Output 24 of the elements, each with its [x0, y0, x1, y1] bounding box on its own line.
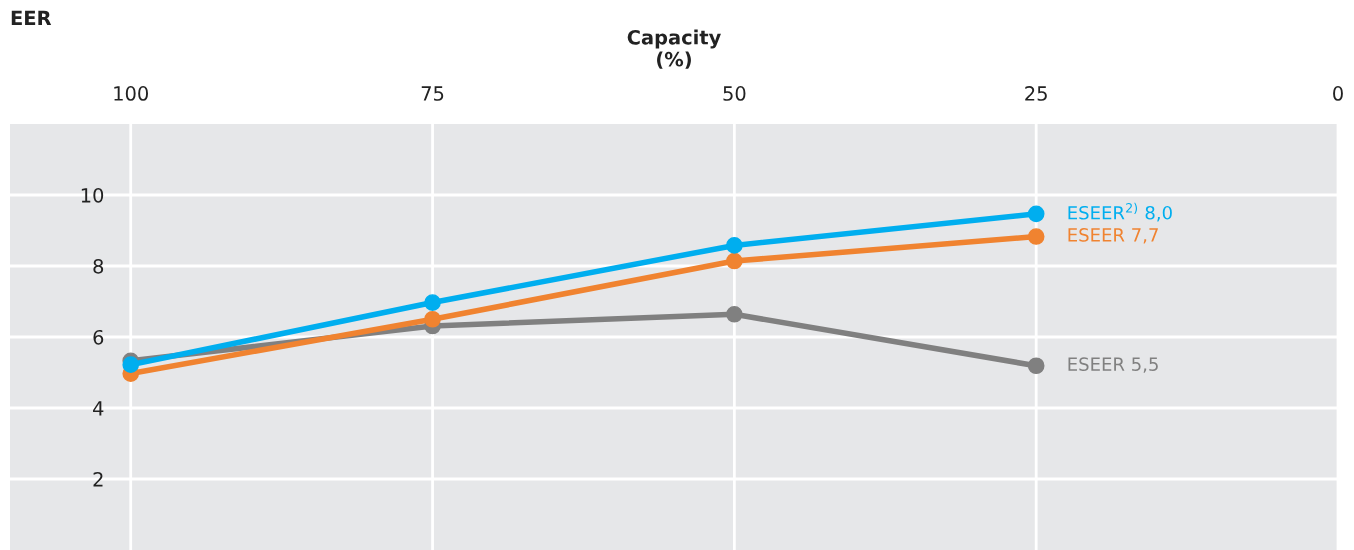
point: [122, 356, 140, 374]
point: [1027, 205, 1045, 223]
series-label: ESEER 7,7: [1068, 228, 1158, 244]
y-axis-title: EER: [11, 10, 52, 25]
x-tick-label: 100: [114, 86, 148, 101]
x-tick-label: 50: [723, 86, 746, 101]
x-tick-label: 0: [1333, 86, 1343, 101]
point: [726, 252, 743, 270]
series-label: ESEER 5,5: [1068, 357, 1158, 373]
y-tick-label: 10: [81, 187, 104, 203]
y-tick-label: 4: [93, 401, 104, 416]
y-tick-label: 8: [93, 258, 104, 274]
point: [424, 294, 441, 311]
y-tick-label: 2: [93, 471, 103, 487]
x-axis-title: Capacity (%): [627, 29, 721, 69]
series-label: ESEER$^{2)}$ 8,0: [1068, 202, 1172, 222]
y-tick-label: 6: [93, 329, 104, 345]
point: [424, 310, 441, 328]
point: [726, 237, 743, 254]
x-tick-label: 25: [1025, 86, 1047, 101]
point: [1027, 357, 1045, 375]
point: [1027, 228, 1045, 245]
point: [726, 305, 743, 323]
x-tick-label: 75: [421, 86, 444, 101]
